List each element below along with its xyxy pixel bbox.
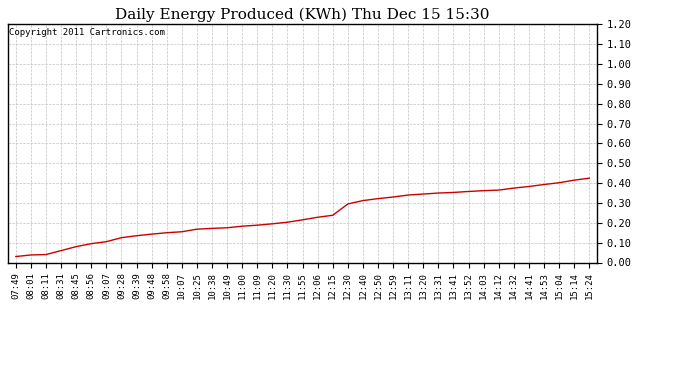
Title: Daily Energy Produced (KWh) Thu Dec 15 15:30: Daily Energy Produced (KWh) Thu Dec 15 1… bbox=[115, 8, 490, 22]
Text: Copyright 2011 Cartronics.com: Copyright 2011 Cartronics.com bbox=[10, 28, 166, 37]
